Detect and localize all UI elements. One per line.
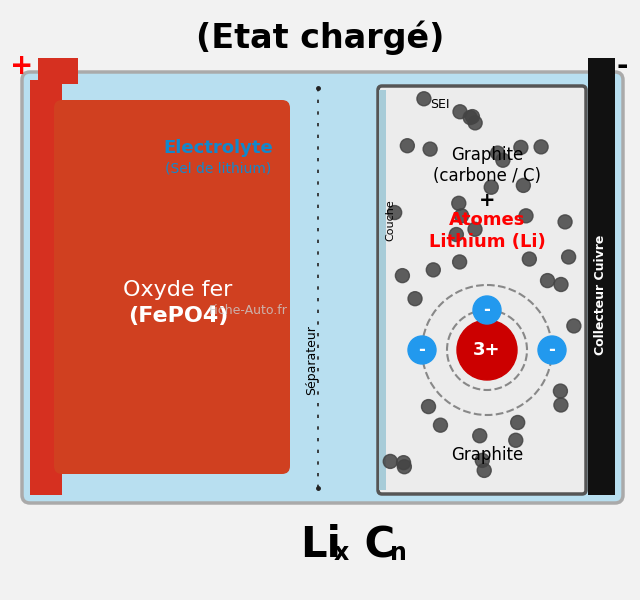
Text: (Etat chargé): (Etat chargé) [196, 21, 444, 55]
Bar [588, 80, 615, 495]
Text: -: - [548, 341, 556, 359]
Circle shape [453, 105, 467, 119]
Text: 3+: 3+ [473, 341, 500, 359]
Text: x: x [334, 541, 349, 565]
Text: C: C [350, 524, 395, 566]
Text: Graphite: Graphite [451, 146, 523, 164]
Circle shape [514, 140, 528, 154]
Text: -: - [616, 52, 628, 80]
Circle shape [473, 429, 487, 443]
Circle shape [473, 296, 501, 324]
Circle shape [463, 110, 477, 125]
Circle shape [484, 180, 498, 194]
Circle shape [397, 455, 410, 470]
Circle shape [397, 460, 412, 474]
Circle shape [477, 463, 492, 478]
Circle shape [468, 116, 482, 130]
Bar [588, 58, 615, 84]
Text: Atomes: Atomes [449, 211, 525, 229]
Circle shape [449, 227, 463, 242]
Circle shape [452, 255, 467, 269]
Circle shape [423, 142, 437, 156]
Circle shape [452, 196, 466, 211]
Text: (FePO4): (FePO4) [128, 306, 228, 326]
Circle shape [417, 92, 431, 106]
Text: -: - [484, 301, 490, 319]
Circle shape [476, 454, 489, 467]
Circle shape [558, 215, 572, 229]
Circle shape [554, 398, 568, 412]
Circle shape [554, 278, 568, 292]
Text: Electrolyte: Electrolyte [163, 139, 273, 157]
FancyBboxPatch shape [54, 100, 290, 474]
Text: (Sel de lithium): (Sel de lithium) [165, 161, 271, 175]
Text: Li: Li [300, 524, 341, 566]
Text: Collecteur Aluminium: Collecteur Aluminium [40, 220, 52, 370]
FancyBboxPatch shape [378, 86, 586, 494]
Circle shape [538, 336, 566, 364]
Circle shape [491, 146, 505, 160]
Text: Oxyde fer: Oxyde fer [124, 280, 233, 300]
Bar [30, 80, 62, 495]
Circle shape [383, 454, 397, 469]
Circle shape [534, 140, 548, 154]
Circle shape [567, 319, 581, 333]
Text: -: - [419, 341, 426, 359]
Circle shape [457, 320, 517, 380]
Bar [38, 58, 78, 84]
Text: Graphite: Graphite [451, 446, 523, 464]
Text: Lithium (Li): Lithium (Li) [429, 233, 545, 251]
Text: Collecteur Cuivre: Collecteur Cuivre [593, 235, 607, 355]
Circle shape [562, 250, 575, 264]
Text: SEI: SEI [430, 98, 449, 112]
Circle shape [422, 400, 435, 413]
Circle shape [388, 206, 402, 220]
Text: Fiche-Auto.fr: Fiche-Auto.fr [209, 304, 287, 317]
Text: Séparateur: Séparateur [305, 325, 319, 395]
Circle shape [541, 274, 554, 287]
Circle shape [509, 433, 523, 447]
Circle shape [468, 222, 482, 236]
Circle shape [454, 209, 468, 223]
Circle shape [426, 263, 440, 277]
Circle shape [465, 110, 479, 124]
Circle shape [408, 336, 436, 364]
Circle shape [511, 415, 525, 430]
Circle shape [401, 139, 414, 153]
Circle shape [554, 384, 568, 398]
Text: Couche: Couche [385, 199, 395, 241]
Circle shape [519, 209, 533, 223]
Circle shape [516, 178, 531, 193]
Text: +: + [479, 191, 495, 209]
Text: +: + [10, 52, 34, 80]
Circle shape [522, 252, 536, 266]
FancyBboxPatch shape [22, 72, 623, 503]
Circle shape [396, 269, 410, 283]
Text: n: n [390, 541, 407, 565]
Text: (carbone / C): (carbone / C) [433, 167, 541, 185]
Bar [379, 90, 386, 490]
Circle shape [408, 292, 422, 305]
Circle shape [496, 153, 510, 167]
Circle shape [433, 418, 447, 432]
